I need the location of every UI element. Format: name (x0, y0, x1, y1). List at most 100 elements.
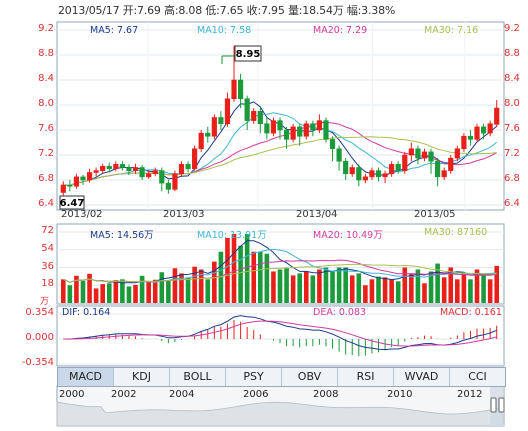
volume-bars (60, 233, 500, 303)
tab-boll[interactable]: BOLL (170, 368, 226, 386)
candle-body (402, 154, 408, 171)
year-2008: 2008 (313, 389, 339, 400)
candle-body (106, 165, 112, 170)
candle-body (297, 126, 303, 137)
volume-bar (152, 279, 158, 303)
ma20-legend: MA20: 7.29 (313, 25, 368, 36)
candle-body (86, 172, 93, 181)
volume-bar (74, 275, 79, 303)
ma30-legend: MA30: 7.16 (424, 25, 479, 36)
dif-line (63, 315, 497, 351)
candle-body (349, 167, 355, 175)
price-tick-right: 6.4 (504, 198, 520, 209)
volume-bar (336, 267, 342, 303)
candle-body (205, 132, 211, 137)
volume-bar (264, 253, 270, 303)
candle-body (67, 184, 73, 187)
year-2006: 2006 (243, 389, 269, 400)
candle-body (467, 135, 474, 140)
volume-bar (244, 233, 250, 303)
volume-bar (258, 251, 263, 303)
volume-bar (349, 275, 355, 303)
candle-body (185, 164, 191, 170)
macd-panel (56, 305, 505, 367)
macd-tick: 0.354 (25, 307, 54, 318)
volume-bar (205, 279, 211, 303)
volume-bar (185, 277, 191, 303)
volume-bar (113, 280, 119, 303)
tab-macd[interactable]: MACD (58, 368, 114, 386)
candle-body (362, 176, 368, 181)
candle-body (480, 126, 487, 134)
volume-bar (382, 277, 388, 303)
indicator-tabs: MACD KDJ BOLL PSY OBV RSI WVAD CCI (57, 367, 506, 387)
candle-body (389, 164, 395, 175)
volume-tick: 54 (41, 242, 54, 254)
high-label: 高: (164, 4, 179, 17)
price-tick-right: 6.8 (504, 173, 520, 184)
candle-body (237, 79, 244, 100)
tab-wvad[interactable]: WVAD (394, 368, 450, 386)
navigator-selection[interactable] (490, 386, 504, 426)
candle-body (415, 148, 421, 159)
tab-kdj[interactable]: KDJ (114, 368, 170, 386)
candle-body (428, 151, 434, 162)
volume-bar (166, 280, 171, 303)
volume-bar (389, 279, 394, 303)
volume-tick: 18 (41, 278, 54, 290)
candle-body (172, 173, 178, 190)
candle-body (119, 164, 125, 168)
volume-bar (100, 284, 105, 303)
candle-body (487, 123, 493, 134)
volume-bar (192, 266, 197, 303)
candle-body (369, 170, 375, 178)
candle-body (211, 117, 217, 137)
x-label-feb: 2013/02 (61, 209, 103, 220)
close-value: 7.95 (260, 4, 285, 17)
volume-bar (126, 286, 132, 303)
price-tick-right: 8.0 (504, 98, 520, 109)
candlesticks (60, 45, 500, 199)
navigator-left-handle[interactable] (490, 397, 497, 413)
open-label: 开: (122, 4, 138, 17)
volume-unit: 万 (40, 297, 50, 307)
volume-tick: 36 (41, 260, 54, 272)
price-tick-left: 6.8 (38, 173, 54, 184)
high-annotation: 8.95 (221, 45, 262, 64)
vol-ma30-legend: MA30: 87160 (424, 227, 488, 238)
quote-header: 2013/05/17 开:7.69 高:8.08 低:7.65 收:7.95 量… (58, 2, 395, 18)
tab-obv[interactable]: OBV (282, 368, 338, 386)
high-annotation-text: 8.95 (236, 49, 261, 60)
candle-body (421, 151, 428, 159)
volume-bar (310, 275, 316, 303)
tab-rsi[interactable]: RSI (338, 368, 394, 386)
candle-body (126, 167, 132, 171)
volume-bar (172, 268, 178, 303)
low-value: 7.65 (219, 4, 244, 17)
candle-body (441, 170, 447, 178)
volume-bar (198, 269, 204, 303)
volume-bar (409, 273, 414, 303)
candle-body (100, 165, 106, 171)
candle-body (290, 126, 296, 140)
macd-tick: -0.354 (21, 357, 54, 368)
tab-psy[interactable]: PSY (226, 368, 282, 386)
navigator-right-handle[interactable] (498, 397, 505, 413)
volume-bar (146, 281, 151, 303)
volume-bar (363, 285, 368, 303)
ma10-legend: MA10: 7.58 (197, 25, 252, 36)
volume-bar (376, 276, 381, 303)
price-tick-left: 6.4 (38, 198, 54, 209)
candle-body (461, 135, 467, 150)
macd-tick: 0.000 (25, 332, 54, 343)
vol-ma5-line (63, 240, 497, 284)
close-label: 收: (246, 4, 262, 17)
candle-body (146, 173, 152, 178)
tab-cci[interactable]: CCI (468, 370, 487, 383)
price-tick-right: 9.2 (504, 23, 520, 34)
price-tick-right: 7.2 (504, 148, 520, 159)
volume-value: 18.54万 (302, 4, 344, 17)
high-value: 8.08 (178, 4, 203, 17)
candle-body (408, 148, 414, 156)
